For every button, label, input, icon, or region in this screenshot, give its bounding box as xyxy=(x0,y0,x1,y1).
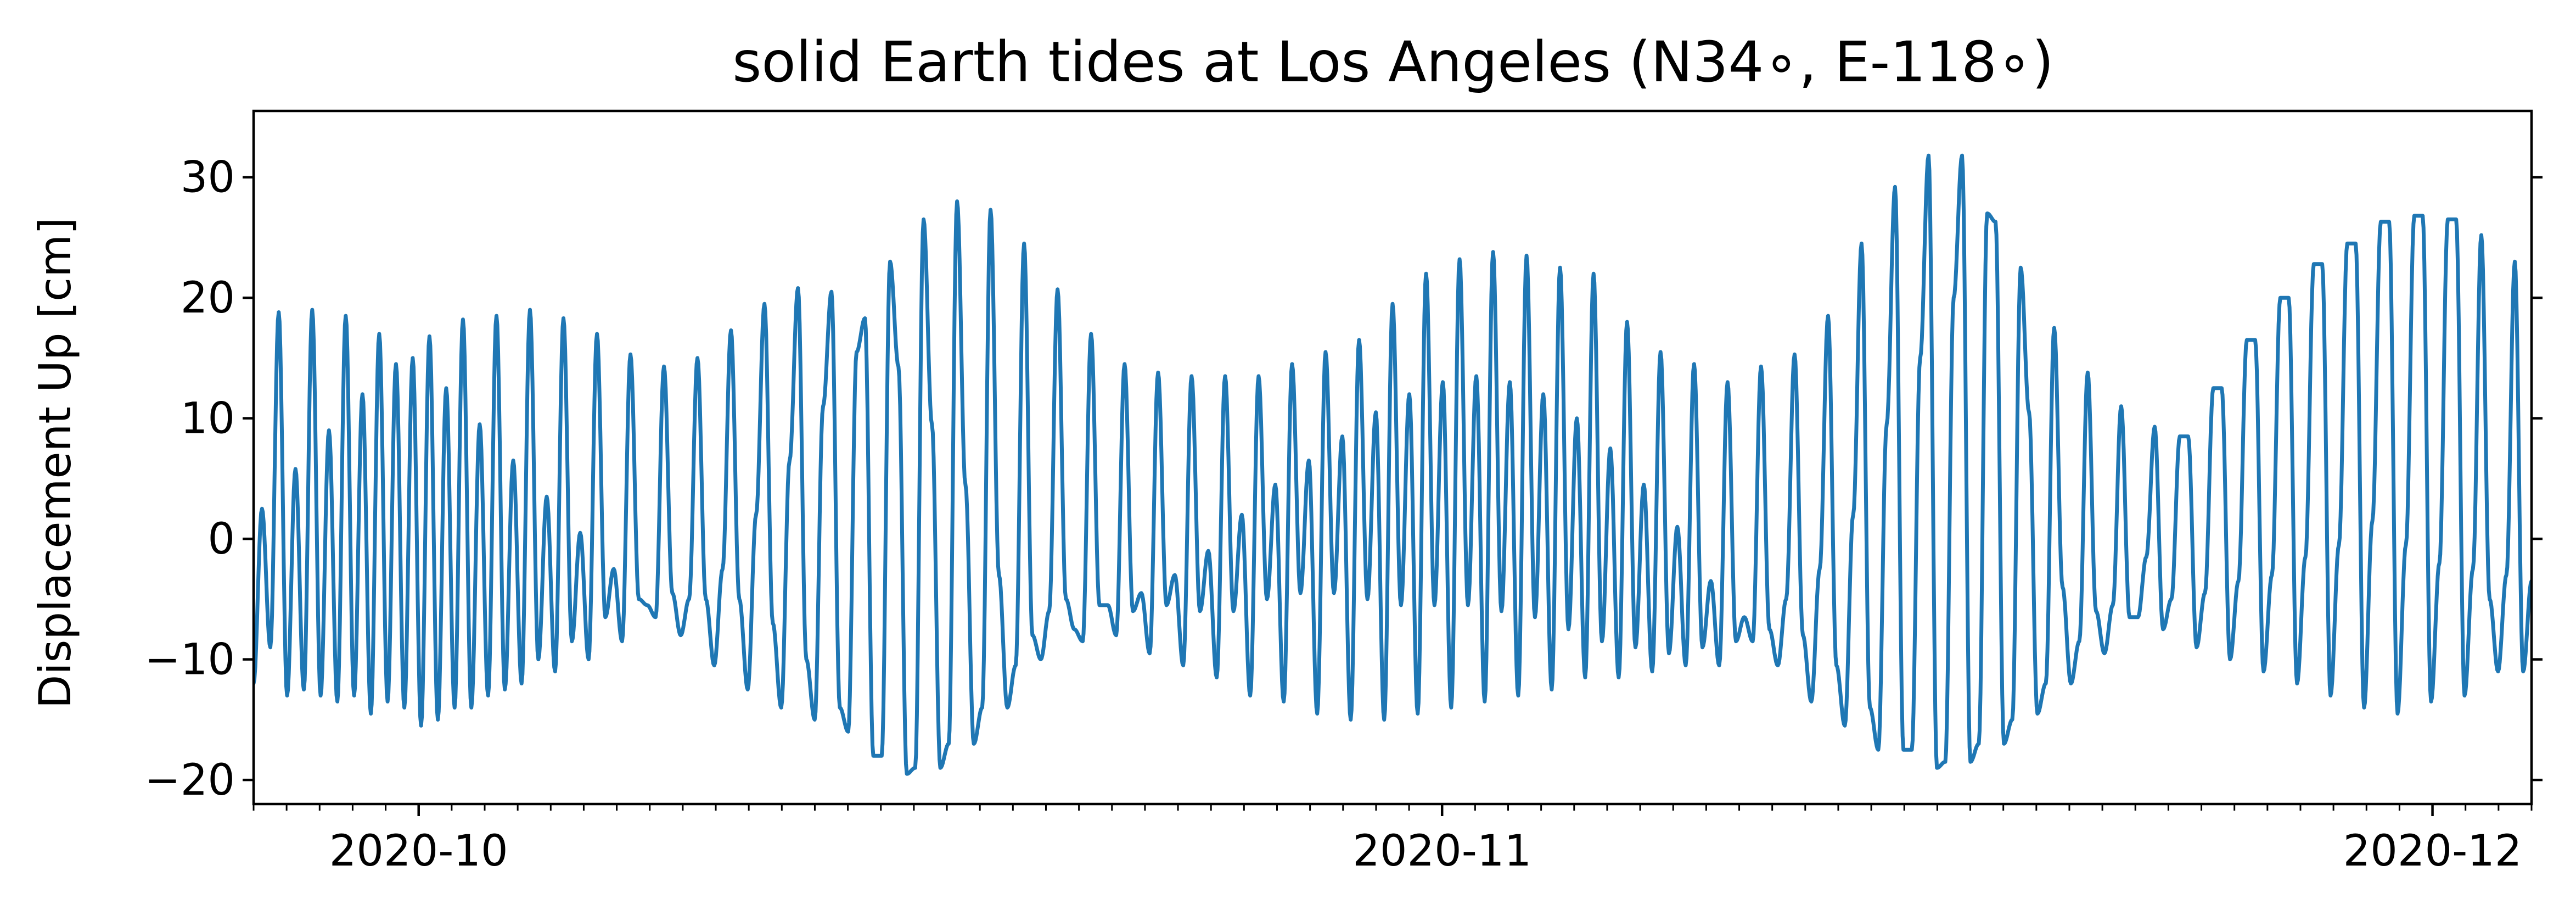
y-tick-label: 10 xyxy=(181,394,235,444)
y-tick-label: −20 xyxy=(144,756,235,805)
plot-area xyxy=(254,153,2532,776)
series-line-displacement-up xyxy=(254,153,2532,776)
y-tick-label: 20 xyxy=(181,273,235,323)
y-ticks: 30 20 10 0 −10 −20 xyxy=(144,153,2543,805)
axes-frame xyxy=(252,109,2533,806)
y-axis-label: Displacement Up [cm] xyxy=(30,217,81,709)
y-tick-label: −10 xyxy=(144,635,235,685)
x-tick-label: 2020-10 xyxy=(329,827,508,876)
x-tick-label: 2020-11 xyxy=(1352,827,1531,876)
x-tick-label: 2020-12 xyxy=(2343,827,2522,876)
y-tick-label: 0 xyxy=(207,515,235,564)
chart-title: solid Earth tides at Los Angeles (N34∘, … xyxy=(732,30,2053,95)
x-ticks: 2020-10 2020-11 2020-12 xyxy=(252,804,2533,876)
y-tick-label: 30 xyxy=(181,153,235,203)
